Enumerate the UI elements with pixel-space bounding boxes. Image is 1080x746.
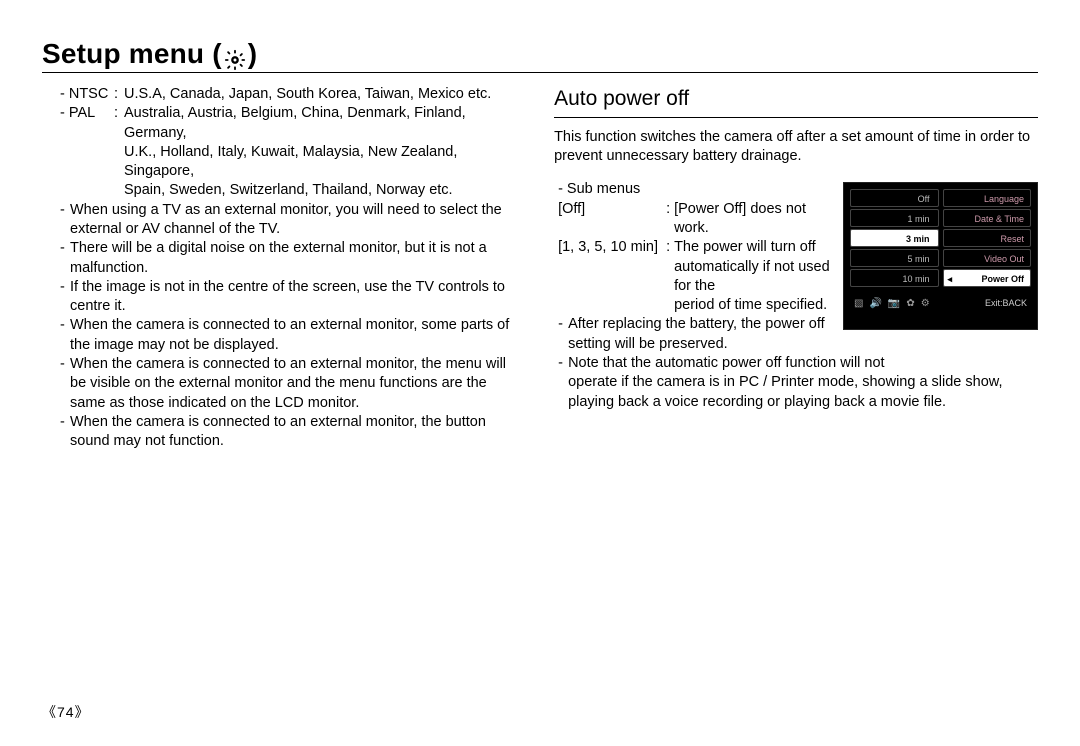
right-bullet-1: -After replacing the battery, the power … — [558, 315, 838, 354]
ntsc-line: - NTSC : U.S.A, Canada, Japan, South Kor… — [60, 85, 526, 104]
lcd-left-item: 10 min — [850, 269, 939, 287]
left-column: - NTSC : U.S.A, Canada, Japan, South Kor… — [42, 85, 526, 451]
page-title: Setup menu ( — [42, 38, 257, 70]
section-intro: This function switches the camera off af… — [554, 128, 1038, 167]
lcd-icon: 🔊 — [869, 297, 881, 310]
lcd-icon: ✿ — [906, 297, 914, 310]
right-bullet-2: -Note that the automatic power off funct… — [558, 354, 1038, 373]
title-suffix: ) — [248, 38, 258, 70]
lcd-icon: 📷 — [888, 297, 900, 310]
section-heading: Auto power off — [554, 85, 1038, 118]
pal-key: - PAL — [60, 104, 114, 143]
lcd-right-item: Reset — [943, 229, 1032, 247]
page-number: 《74》 — [42, 702, 90, 722]
left-bullet-1: -When using a TV as an external monitor,… — [60, 201, 526, 240]
left-bullet-3: -If the image is not in the centre of th… — [60, 278, 526, 317]
pal-val-1: Australia, Austria, Belgium, China, Denm… — [124, 104, 526, 143]
lcd-icon: ⚙ — [921, 297, 930, 310]
page-title-row: Setup menu ( — [42, 38, 1038, 73]
lcd-left-item-selected: 3 min — [850, 229, 939, 247]
lcd-right-col: Language Date & Time Reset Video Out Pow… — [943, 189, 1032, 287]
camera-lcd: Off 1 min 3 min 5 min 10 min Language Da… — [843, 182, 1038, 330]
lcd-left-item: Off — [850, 189, 939, 207]
pal-line-3: Spain, Sweden, Switzerland, Thailand, No… — [60, 181, 526, 200]
submenu-row-times-3: period of time specified. — [558, 296, 838, 315]
left-bullet-2: -There will be a digital noise on the ex… — [60, 239, 526, 278]
lcd-right-item-selected: Power Off — [943, 269, 1032, 287]
pal-val-3: Spain, Sweden, Switzerland, Thailand, No… — [124, 181, 526, 200]
lcd-bottom-bar: ▧ 🔊 📷 ✿ ⚙ Exit:BACK — [850, 293, 1031, 313]
pal-sep: : — [114, 104, 124, 143]
lcd-right-item: Date & Time — [943, 209, 1032, 227]
lcd-right-item: Video Out — [943, 249, 1032, 267]
right-column: Auto power off This function switches th… — [554, 85, 1038, 451]
ntsc-key: - NTSC — [60, 85, 114, 104]
lcd-icon: ▧ — [854, 297, 863, 310]
lcd-right-item: Language — [943, 189, 1032, 207]
title-prefix: Setup menu ( — [42, 38, 222, 70]
lcd-left-item: 5 min — [850, 249, 939, 267]
left-bullet-5: -When the camera is connected to an exte… — [60, 355, 526, 413]
lcd-left-item: 1 min — [850, 209, 939, 227]
submenu-row-off: [Off] : [Power Off] does not work. — [558, 200, 838, 239]
ntsc-val: U.S.A, Canada, Japan, South Korea, Taiwa… — [124, 85, 526, 104]
left-bullet-4: -When the camera is connected to an exte… — [60, 316, 526, 355]
submenu-row-times-2: automatically if not used for the — [558, 258, 838, 297]
pal-line-1: - PAL : Australia, Austria, Belgium, Chi… — [60, 104, 526, 143]
lcd-icons: ▧ 🔊 📷 ✿ ⚙ — [854, 297, 930, 310]
pal-val-2: U.K., Holland, Italy, Kuwait, Malaysia, … — [124, 143, 526, 182]
pal-line-2: U.K., Holland, Italy, Kuwait, Malaysia, … — [60, 143, 526, 182]
lcd-left-col: Off 1 min 3 min 5 min 10 min — [850, 189, 939, 287]
left-bullet-6: -When the camera is connected to an exte… — [60, 413, 526, 452]
gear-icon — [224, 46, 246, 68]
right-bullet-2-cont: operate if the camera is in PC / Printer… — [558, 373, 1038, 412]
submenu-row-times: [1, 3, 5, 10 min] : The power will turn … — [558, 238, 838, 257]
lcd-exit-label: Exit:BACK — [985, 298, 1027, 310]
ntsc-sep: : — [114, 85, 124, 104]
